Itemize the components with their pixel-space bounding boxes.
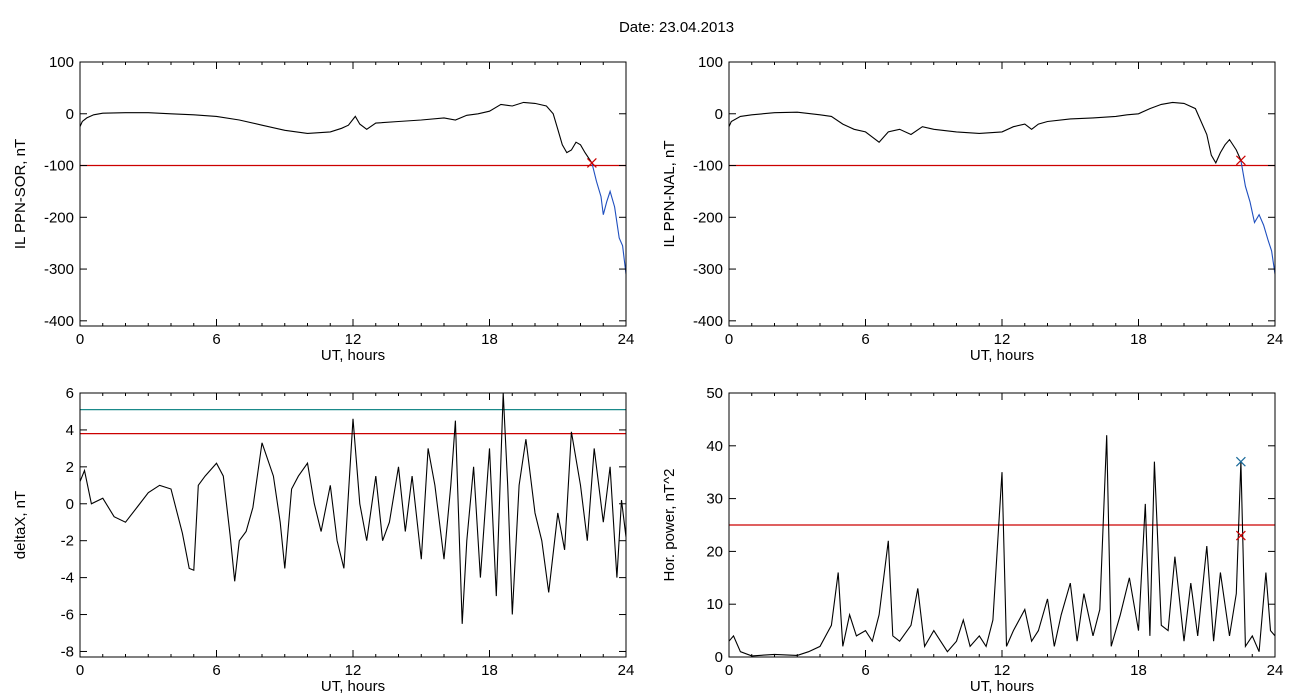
x-tick-label: 0 xyxy=(725,331,733,348)
y-tick-label: 100 xyxy=(698,54,723,71)
y-tick-label: -300 xyxy=(693,261,723,278)
y-tick-label: -2 xyxy=(61,533,74,550)
x-tick-label: 24 xyxy=(1267,331,1284,348)
x-tick-label: 12 xyxy=(994,662,1011,679)
series-line-1 xyxy=(80,393,626,624)
x-tick-label: 6 xyxy=(212,331,220,348)
y-axis-label: IL PPN-SOR, nT xyxy=(12,139,29,249)
x-tick-label: 18 xyxy=(481,331,498,348)
x-tick-label: 12 xyxy=(345,662,362,679)
x-axis-label: UT, hours xyxy=(970,678,1034,695)
y-tick-label: -100 xyxy=(44,158,74,175)
series-line-1 xyxy=(80,101,593,164)
y-tick-label: -200 xyxy=(693,209,723,226)
y-axis-label: deltaX, nT xyxy=(12,491,29,559)
y-tick-label: 10 xyxy=(706,596,723,613)
plot-frame xyxy=(79,61,627,327)
chart-panel-1: 0 6 12 18 24 100 0 -100 -200 -300 -400 UT, hours IL … xyxy=(12,54,634,364)
y-tick-label: 30 xyxy=(706,491,723,508)
y-tick-label: -4 xyxy=(61,570,74,587)
y-tick-label: -100 xyxy=(693,158,723,175)
y-tick-label: 50 xyxy=(706,385,723,402)
x-tick-label: 18 xyxy=(481,662,498,679)
marker-cross-2 xyxy=(1235,530,1246,541)
y-tick-label: 0 xyxy=(66,496,74,513)
y-tick-label: -300 xyxy=(44,261,74,278)
y-axis-label: Hor. power, nT^2 xyxy=(661,469,678,582)
chart-panel-3: 0 6 12 18 24 6 4 2 0 -2 -4 -6 -8 UT, hours deltaX, nT xyxy=(12,385,634,695)
x-tick-label: 18 xyxy=(1130,662,1147,679)
marker-cross-1 xyxy=(1235,155,1246,166)
x-tick-label: 18 xyxy=(1130,331,1147,348)
x-tick-label: 0 xyxy=(725,662,733,679)
y-axis-label: IL PPN-NAL, nT xyxy=(661,141,678,248)
x-tick-label: 12 xyxy=(994,331,1011,348)
chart-panel-2: 0 6 12 18 24 100 0 -100 -200 -300 -400 UT, hours IL … xyxy=(661,54,1283,364)
y-tick-label: 4 xyxy=(66,422,74,439)
y-tick-label: -6 xyxy=(61,607,74,624)
plot-frame xyxy=(79,392,627,658)
y-tick-label: -8 xyxy=(61,643,74,660)
y-tick-label: -400 xyxy=(693,313,723,330)
y-tick-label: -400 xyxy=(44,313,74,330)
series-line-2 xyxy=(1240,160,1275,275)
figure-date: Date: 23.04.2013 xyxy=(0,19,1300,36)
y-tick-label: 6 xyxy=(66,385,74,402)
chart-panel-4: 0 6 12 18 24 50 40 30 20 10 0 UT, hours Hor. power, … xyxy=(661,385,1283,695)
x-tick-label: 6 xyxy=(212,662,220,679)
series-line-1 xyxy=(729,101,1242,165)
x-tick-label: 0 xyxy=(76,662,84,679)
series-line-2 xyxy=(591,162,626,275)
date-label: Date: 23.04.2013 xyxy=(618,19,735,36)
x-tick-label: 24 xyxy=(1267,662,1284,679)
x-tick-label: 24 xyxy=(618,331,635,348)
x-tick-label: 6 xyxy=(861,662,869,679)
y-tick-label: 2 xyxy=(66,459,74,476)
y-tick-label: 0 xyxy=(66,106,74,123)
marker-cross-1 xyxy=(1235,456,1246,467)
x-axis-label: UT, hours xyxy=(321,678,385,695)
x-tick-label: 6 xyxy=(861,331,869,348)
plot-frame xyxy=(728,61,1276,327)
x-tick-label: 0 xyxy=(76,331,84,348)
y-tick-label: -200 xyxy=(44,209,74,226)
y-tick-label: 40 xyxy=(706,438,723,455)
y-tick-label: 20 xyxy=(706,543,723,560)
x-axis-label: UT, hours xyxy=(321,347,385,364)
x-axis-label: UT, hours xyxy=(970,347,1034,364)
x-tick-label: 12 xyxy=(345,331,362,348)
y-tick-label: 0 xyxy=(715,106,723,123)
marker-cross-1 xyxy=(586,158,597,168)
series-line-1 xyxy=(729,435,1275,657)
y-tick-label: 100 xyxy=(49,54,74,71)
y-tick-label: 0 xyxy=(715,649,723,666)
x-tick-label: 24 xyxy=(618,662,635,679)
